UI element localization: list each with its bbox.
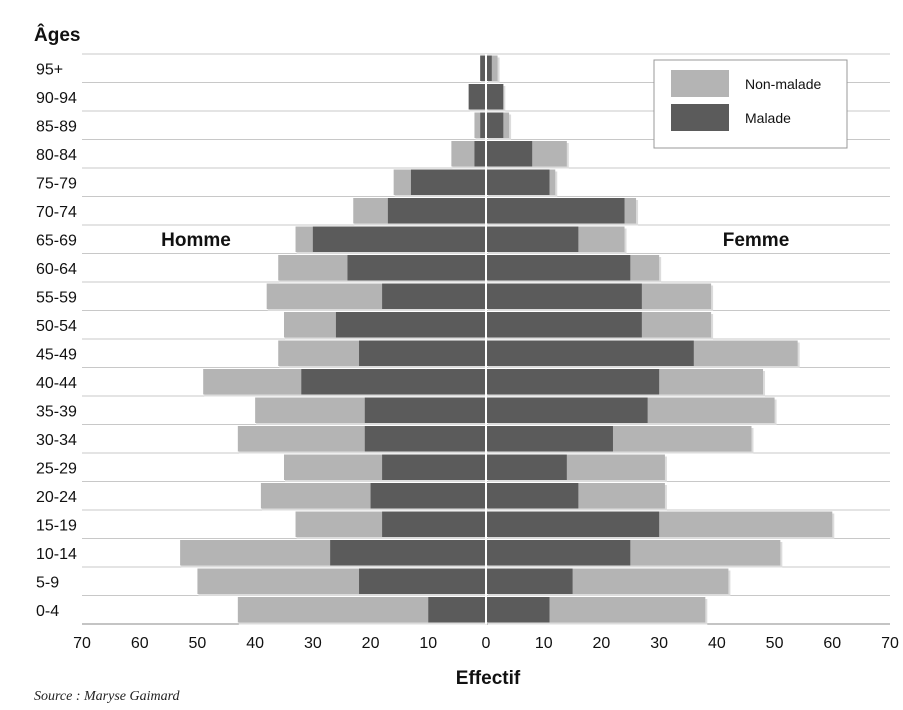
bar-femme-malade-10-14: [486, 540, 631, 566]
bar-homme-malade-10-14: [330, 540, 486, 566]
x-tick-labels: 70 60 50 40 30 20 10 0 10 20 30 40 50 60 70: [73, 635, 899, 652]
legend: Non-malade Malade: [653, 59, 848, 149]
y-axis-title: Âges: [34, 24, 80, 46]
bar-femme-malade-20-24: [486, 483, 579, 509]
bar-homme-malade-25-29: [382, 454, 486, 480]
bar-homme-malade-85-89: [480, 112, 486, 138]
bar-femme-malade-85-89: [486, 112, 504, 138]
bar-homme-malade-40-44: [301, 369, 486, 395]
bar-femme-malade-25-29: [486, 454, 567, 480]
bar-femme-malade-30-34: [486, 426, 613, 452]
bar-femme-malade-5-9: [486, 568, 573, 594]
x-axis-title: Effectif: [456, 668, 521, 689]
bar-homme-malade-45-49: [359, 340, 486, 366]
bar-femme-malade-45-49: [486, 340, 694, 366]
category-label-35-39: 35-39: [36, 403, 77, 420]
legend-label-non-malade: Non-malade: [745, 76, 821, 92]
bar-homme-malade-75-79: [410, 169, 486, 195]
x-tick-label: 60: [131, 635, 149, 652]
population-pyramid-chart: 0-4 5-9 10-14 15-19 20-24 25-29 30-34 35-39 40-4…: [34, 24, 899, 689]
category-label-50-54: 50-54: [36, 318, 77, 335]
bar-femme-malade-80-84: [486, 141, 533, 167]
bar-femme-malade-0-4: [486, 597, 550, 623]
category-label-55-59: 55-59: [36, 289, 77, 306]
category-label-90-94: 90-94: [36, 90, 77, 107]
category-label-5-9: 5-9: [36, 574, 59, 591]
category-label-40-44: 40-44: [36, 375, 77, 392]
x-tick-label: 70: [73, 635, 91, 652]
bar-homme-malade-55-59: [382, 283, 486, 309]
bar-homme-malade-20-24: [370, 483, 486, 509]
category-label-85-89: 85-89: [36, 118, 77, 135]
side-label-homme: Homme: [161, 230, 231, 251]
category-label-15-19: 15-19: [36, 517, 77, 534]
category-label-95+: 95+: [36, 61, 63, 78]
bar-homme-malade-70-74: [387, 198, 486, 224]
bar-femme-malade-65-69: [486, 226, 579, 252]
x-tick-label: 0: [482, 635, 491, 652]
category-label-80-84: 80-84: [36, 147, 77, 164]
x-tick-label: 30: [304, 635, 322, 652]
x-tick-label: 50: [766, 635, 784, 652]
category-label-45-49: 45-49: [36, 346, 77, 363]
x-tick-label: 40: [246, 635, 264, 652]
category-label-10-14: 10-14: [36, 546, 77, 563]
category-label-70-74: 70-74: [36, 204, 77, 221]
bar-homme-malade-90-94: [468, 84, 486, 110]
x-tick-label: 30: [650, 635, 668, 652]
bar-homme-malade-95+: [480, 55, 486, 81]
bar-femme-malade-75-79: [486, 169, 550, 195]
category-label-0-4: 0-4: [36, 603, 59, 620]
x-tick-label: 10: [419, 635, 437, 652]
category-labels: 0-4 5-9 10-14 15-19 20-24 25-29 30-34 35-39 40-4…: [36, 61, 77, 620]
bar-femme-malade-90-94: [486, 84, 504, 110]
category-label-30-34: 30-34: [36, 432, 77, 449]
bar-femme-malade-35-39: [486, 397, 648, 423]
x-tick-label: 20: [593, 635, 611, 652]
category-label-60-64: 60-64: [36, 261, 77, 278]
bar-homme-malade-30-34: [364, 426, 486, 452]
bar-femme-malade-40-44: [486, 369, 660, 395]
bars-layer: [180, 55, 835, 625]
legend-swatch-malade: [671, 104, 729, 131]
bar-homme-malade-5-9: [359, 568, 486, 594]
x-tick-label: 50: [189, 635, 207, 652]
legend-label-malade: Malade: [745, 110, 791, 126]
x-tick-label: 60: [823, 635, 841, 652]
source-caption: Source : Maryse Gaimard: [34, 689, 180, 704]
category-label-20-24: 20-24: [36, 489, 77, 506]
bar-homme-malade-15-19: [382, 511, 486, 537]
category-label-75-79: 75-79: [36, 175, 77, 192]
bar-homme-malade-60-64: [347, 255, 486, 281]
bar-homme-malade-80-84: [474, 141, 486, 167]
x-tick-label: 70: [881, 635, 899, 652]
category-label-65-69: 65-69: [36, 232, 77, 249]
bar-femme-malade-50-54: [486, 312, 642, 338]
bar-femme-malade-95+: [486, 55, 492, 81]
x-tick-label: 10: [535, 635, 553, 652]
bar-femme-malade-60-64: [486, 255, 631, 281]
category-label-25-29: 25-29: [36, 460, 77, 477]
bar-homme-malade-35-39: [364, 397, 486, 423]
bar-homme-malade-50-54: [335, 312, 486, 338]
x-tick-label: 20: [362, 635, 380, 652]
bar-homme-malade-65-69: [312, 226, 486, 252]
bar-homme-malade-0-4: [428, 597, 486, 623]
x-tick-label: 40: [708, 635, 726, 652]
bar-femme-malade-55-59: [486, 283, 642, 309]
bar-femme-malade-15-19: [486, 511, 660, 537]
legend-swatch-non-malade: [671, 70, 729, 97]
side-label-femme: Femme: [723, 230, 790, 251]
bar-femme-malade-70-74: [486, 198, 625, 224]
